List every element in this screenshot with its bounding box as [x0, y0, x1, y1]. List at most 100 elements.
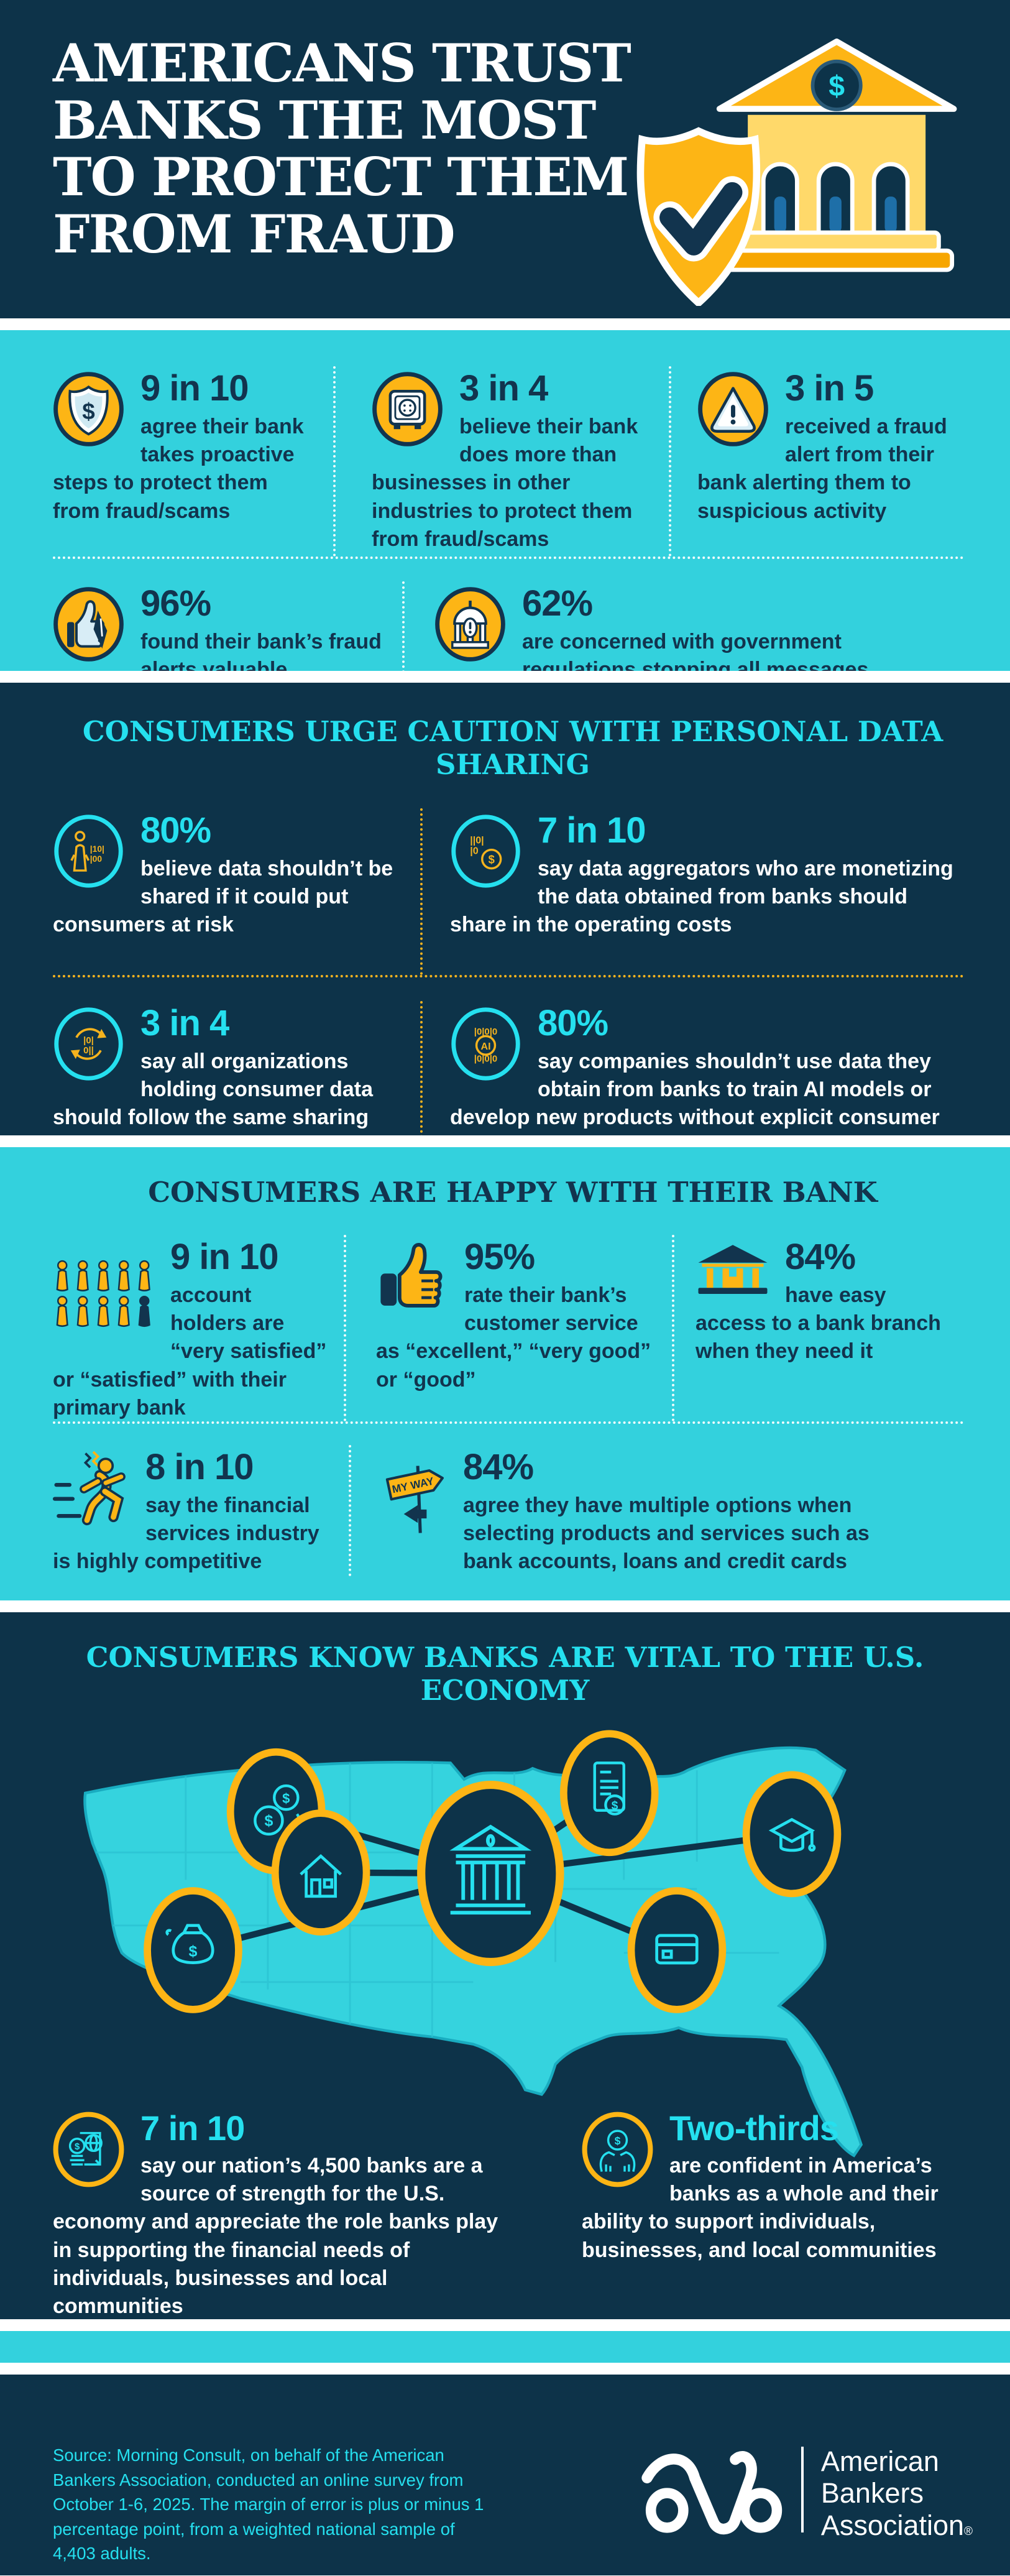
bank-statement-icon: $ — [559, 1730, 659, 1857]
government-building-icon — [434, 586, 506, 662]
svg-text:|0|: |0| — [83, 1035, 94, 1046]
stat-more-than-businesses: 3 in 4 believe their bank does more than… — [336, 366, 671, 556]
aba-logo-text: American Bankers Association® — [821, 2445, 973, 2541]
page-title-line: BANKS THE MOST — [53, 89, 596, 151]
stat-government-regulations: 62% are concerned with government regula… — [405, 581, 973, 671]
source-note: Source: Morning Consult, on behalf of th… — [53, 2445, 484, 2564]
data-sharing-section: CONSUMERS URGE CAUTION WITH PERSONAL DAT… — [0, 683, 1010, 1135]
stat-value: 7 in 10 — [140, 2108, 245, 2148]
logo-divider — [801, 2447, 804, 2532]
svg-text:0||: 0|| — [83, 1045, 94, 1056]
aba-logo: American Bankers Association® — [639, 2445, 973, 2541]
stat-customer-service: 95% rate their bank’s customer service a… — [346, 1235, 674, 1421]
stat-ai-consent: |0|0|0 |0|0|0 AI 80% say companies shoul… — [423, 1001, 973, 1135]
dotted-divider — [53, 1421, 964, 1424]
stat-text: say our nation’s 4,500 banks are a sourc… — [53, 2154, 498, 2319]
svg-text:$: $ — [189, 1943, 198, 1960]
page-title-line: AMERICANS TRUST — [53, 32, 631, 94]
stat-value: 3 in 4 — [459, 368, 548, 409]
header-section: AMERICANS TRUST BANKS THE MOST TO PROTEC… — [0, 0, 1010, 318]
section-divider — [0, 2363, 1010, 2375]
stat-alerts-valuable: 96% found their bank’s fraud alerts valu… — [53, 581, 405, 671]
footer-section: Source: Morning Consult, on behalf of th… — [0, 2375, 1010, 2575]
house-icon — [271, 1809, 370, 1936]
ai-label: AI — [480, 1041, 490, 1052]
stat-value: Two-thirds — [669, 2108, 839, 2148]
section-divider — [0, 1600, 1010, 1612]
us-map-illustration: $ $ $ — [83, 1730, 863, 2158]
stat-text: have easy access to a bank branch when t… — [696, 1283, 941, 1364]
graduation-cap-icon — [742, 1771, 842, 1898]
svg-text:|0|0|0: |0|0|0 — [474, 1054, 497, 1064]
bank-icon — [417, 1780, 564, 1967]
logo-line: Bankers — [820, 2477, 924, 2509]
svg-text:$: $ — [612, 1799, 618, 1812]
svg-text:$: $ — [82, 399, 94, 424]
stat-value: 3 in 5 — [785, 368, 874, 409]
stat-banks-strength: $ 7 in 10 say our nation’s 4,500 banks a… — [53, 2107, 528, 2319]
svg-text:$: $ — [282, 1791, 290, 1806]
section-title: CONSUMERS ARE HAPPY WITH THEIR BANK — [148, 1176, 878, 1209]
svg-text:$: $ — [264, 1812, 273, 1830]
people-group-icon — [53, 1239, 155, 1347]
page-title-line: TO PROTECT THEM — [53, 146, 629, 208]
stat-satisfied-holders: 9 in 10 account holders are “very satisf… — [53, 1235, 346, 1421]
svg-text:$: $ — [75, 2141, 80, 2152]
svg-text:||0|: ||0| — [470, 834, 484, 846]
hands-coin-icon: $ — [582, 2112, 653, 2187]
svg-text:|00: |00 — [90, 854, 103, 864]
stat-value: 62% — [522, 583, 593, 624]
stat-text: believe their bank does more than busine… — [372, 415, 638, 551]
data-dollar-icon: ||0| |0 $ — [450, 813, 521, 889]
runner-icon — [53, 1449, 131, 1533]
section-divider — [0, 318, 1010, 330]
stat-value: 80% — [538, 1003, 608, 1043]
stat-text: say companies shouldn’t use data they ob… — [450, 1050, 940, 1135]
stat-confident-banks: $ Two-thirds are confident in America’s … — [528, 2107, 973, 2319]
stat-value: 84% — [785, 1237, 856, 1277]
svg-text:|0|0|0: |0|0|0 — [474, 1027, 497, 1037]
thumbs-up-alert-icon — [53, 586, 124, 662]
stat-text: say data aggregators who are monetizing … — [450, 857, 953, 937]
stat-data-not-shared: |10| |00 80% believe data shouldn’t be s… — [53, 808, 423, 975]
stat-value: 3 in 4 — [140, 1003, 229, 1043]
stat-text: agree they have multiple options when se… — [463, 1493, 870, 1574]
document-globe-icon: $ — [53, 2112, 124, 2187]
fraud-protection-section: $ 9 in 10 agree their bank takes proacti… — [0, 330, 1010, 671]
stat-text: say the financial services industry is h… — [53, 1493, 319, 1574]
stat-aggregators-costs: ||0| |0 $ 7 in 10 say data aggregators w… — [423, 808, 973, 975]
stat-text: rate their bank’s customer service as “e… — [376, 1283, 651, 1392]
shield-check-icon — [636, 127, 761, 306]
stat-value: 9 in 10 — [170, 1237, 279, 1277]
stat-text: are concerned with government regulation… — [522, 630, 875, 671]
bank-branch-icon — [696, 1239, 770, 1301]
dotted-divider — [53, 975, 964, 977]
stat-text: say all organizations holding consumer d… — [53, 1050, 374, 1135]
aba-logo-mark — [641, 2451, 783, 2535]
happy-with-bank-section: CONSUMERS ARE HAPPY WITH THEIR BANK 9 in… — [0, 1147, 1010, 1600]
stat-text: are confident in America’s banks as a wh… — [582, 2154, 939, 2262]
ai-data-icon: |0|0|0 |0|0|0 AI — [450, 1006, 521, 1082]
stat-branch-access: 84% have easy access to a bank branch wh… — [674, 1235, 973, 1421]
stat-text: agree their bank takes proactive steps t… — [53, 415, 304, 523]
alert-triangle-icon — [697, 371, 769, 447]
stat-value: 80% — [140, 810, 211, 851]
money-bag-icon: $ — [144, 1887, 242, 2013]
svg-text:$: $ — [829, 70, 845, 102]
stat-same-sharing-rules: |0| 0|| 3 in 4 say all organizations hol… — [53, 1001, 423, 1135]
bank-building-icon: $ — [716, 39, 957, 272]
section-divider — [0, 2319, 1010, 2331]
stat-received-alert: 3 in 5 received a fraud alert from their… — [671, 366, 973, 556]
page-title-line: FROM FRAUD — [53, 203, 456, 265]
registered-mark: ® — [964, 2524, 973, 2538]
section-divider — [0, 671, 1010, 683]
stat-value: 95% — [464, 1237, 535, 1277]
logo-line: Association® — [820, 2509, 973, 2541]
my-way-sign-icon: MY WAY — [379, 1449, 448, 1548]
section-divider — [0, 1135, 1010, 1147]
svg-text:|0: |0 — [470, 846, 479, 857]
logo-line: American — [820, 2445, 939, 2477]
vault-icon — [372, 371, 443, 447]
stat-value: 7 in 10 — [538, 810, 646, 851]
section-title: CONSUMERS URGE CAUTION WITH PERSONAL DAT… — [82, 715, 943, 781]
